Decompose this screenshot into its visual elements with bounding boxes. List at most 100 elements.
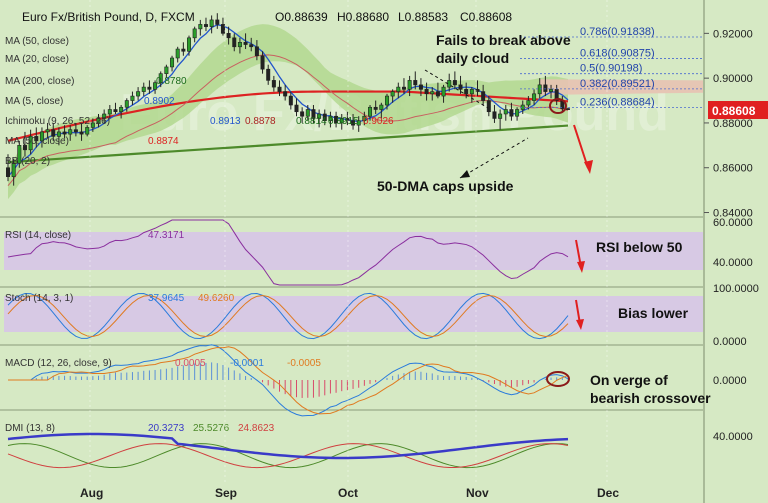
- candle: [532, 89, 537, 106]
- candle-body: [102, 113, 107, 119]
- candle-body: [119, 106, 124, 113]
- candle-body: [481, 91, 486, 101]
- y-tick-label: 0.88000: [713, 118, 753, 130]
- stoch-band: [4, 296, 703, 332]
- candle-body: [503, 109, 508, 115]
- candle: [56, 127, 61, 146]
- candle: [175, 46, 180, 63]
- candle: [345, 111, 350, 126]
- ma5-line: [7, 24, 569, 178]
- candle: [96, 113, 101, 128]
- candle: [90, 118, 95, 132]
- candle-body: [209, 19, 214, 27]
- candle: [356, 116, 361, 132]
- ma200-line: [7, 90, 569, 142]
- oscillator-panels: RSI (14, close) 47.3171 60.0000 40.0000 Stoc…: [4, 217, 759, 469]
- candle-body: [277, 86, 282, 92]
- candle: [79, 122, 84, 141]
- candle-body: [345, 118, 350, 121]
- bb-lower-line: [7, 54, 569, 186]
- candle-body: [390, 91, 395, 97]
- legend-ichimoku-v3: 0.8814: [296, 116, 327, 127]
- candle: [481, 84, 486, 106]
- x-tick-label: Dec: [597, 486, 619, 500]
- candle: [170, 55, 175, 72]
- candle: [153, 80, 158, 94]
- dmi-minus-line: [7, 443, 569, 469]
- candle: [11, 158, 16, 186]
- candle: [549, 84, 554, 99]
- candle: [226, 26, 231, 45]
- candle-body: [396, 86, 401, 92]
- x-tick-label: Oct: [338, 486, 358, 500]
- candle: [362, 111, 367, 126]
- candle-body: [498, 113, 503, 119]
- ohlc-high: H0.88680: [337, 10, 389, 24]
- candle: [17, 140, 22, 168]
- candle: [192, 26, 197, 43]
- annotation-rsi-arrowhead: [577, 261, 585, 273]
- candle: [119, 105, 124, 119]
- candle: [401, 78, 406, 94]
- candle: [107, 105, 112, 119]
- candle-body: [334, 115, 339, 124]
- candle: [34, 127, 39, 148]
- stoch-value-2: 49.6260: [198, 293, 235, 304]
- candle: [515, 107, 520, 121]
- candle-body: [328, 115, 333, 121]
- candle-body: [322, 113, 327, 121]
- adx-line: [7, 432, 569, 460]
- legend-ma5: MA (5, close): [5, 96, 63, 107]
- legend-ma200-value: 0.8780: [156, 76, 187, 87]
- candle: [187, 35, 192, 56]
- candle: [305, 105, 310, 121]
- candle: [51, 122, 56, 141]
- candle: [430, 87, 435, 101]
- candle-body: [543, 84, 548, 92]
- ohlc-close: C0.88608: [460, 10, 512, 24]
- candle: [102, 109, 107, 123]
- candle-body: [424, 89, 429, 95]
- price-axis: 0.92000 0.90000 0.88000 0.86000 0.84000: [704, 28, 753, 220]
- annotation-highlight-circle: [549, 98, 567, 114]
- current-price-tag: 0.88608: [708, 101, 768, 119]
- annotation-macd-text: On verge of: [590, 372, 668, 388]
- candle-body: [192, 28, 197, 39]
- candle-body: [187, 37, 192, 52]
- candle-body: [232, 37, 237, 48]
- candle-body: [6, 167, 10, 177]
- candle: [136, 87, 141, 101]
- macd-value-1: 0.0005: [175, 358, 206, 369]
- legend-ma200: MA (200, close): [5, 76, 74, 87]
- stoch-value-1: 37.9645: [148, 293, 185, 304]
- candle: [311, 105, 316, 123]
- candle-body: [22, 145, 27, 151]
- dmi-value-2: 25.5276: [193, 423, 230, 434]
- candle-body: [339, 118, 344, 124]
- candle: [334, 111, 339, 128]
- annotation-main-arrowhead: [584, 160, 593, 174]
- candle: [198, 19, 203, 36]
- candle: [418, 78, 423, 97]
- candle-body: [220, 24, 225, 34]
- candle-body: [288, 95, 293, 106]
- candle-body: [243, 42, 248, 45]
- fib-label-1: 0.618(0.90875): [580, 48, 655, 60]
- candle-body: [45, 129, 50, 133]
- stoch-tick: 0.0000: [713, 336, 747, 348]
- candle-body: [283, 91, 288, 97]
- candle-body: [373, 106, 378, 110]
- candle: [458, 75, 463, 94]
- candle-body: [79, 131, 84, 135]
- candle-body: [537, 84, 542, 95]
- stoch-k-line: [7, 292, 569, 340]
- stoch-d-line: [7, 294, 569, 338]
- candle-body: [305, 109, 310, 117]
- candle-body: [549, 89, 554, 92]
- candle: [328, 111, 333, 128]
- candle: [486, 96, 491, 117]
- candle: [141, 82, 146, 97]
- ohlc-open: O0.88639: [275, 10, 328, 24]
- symbol-title: Euro Fx/British Pound, D, FXCM: [22, 10, 195, 24]
